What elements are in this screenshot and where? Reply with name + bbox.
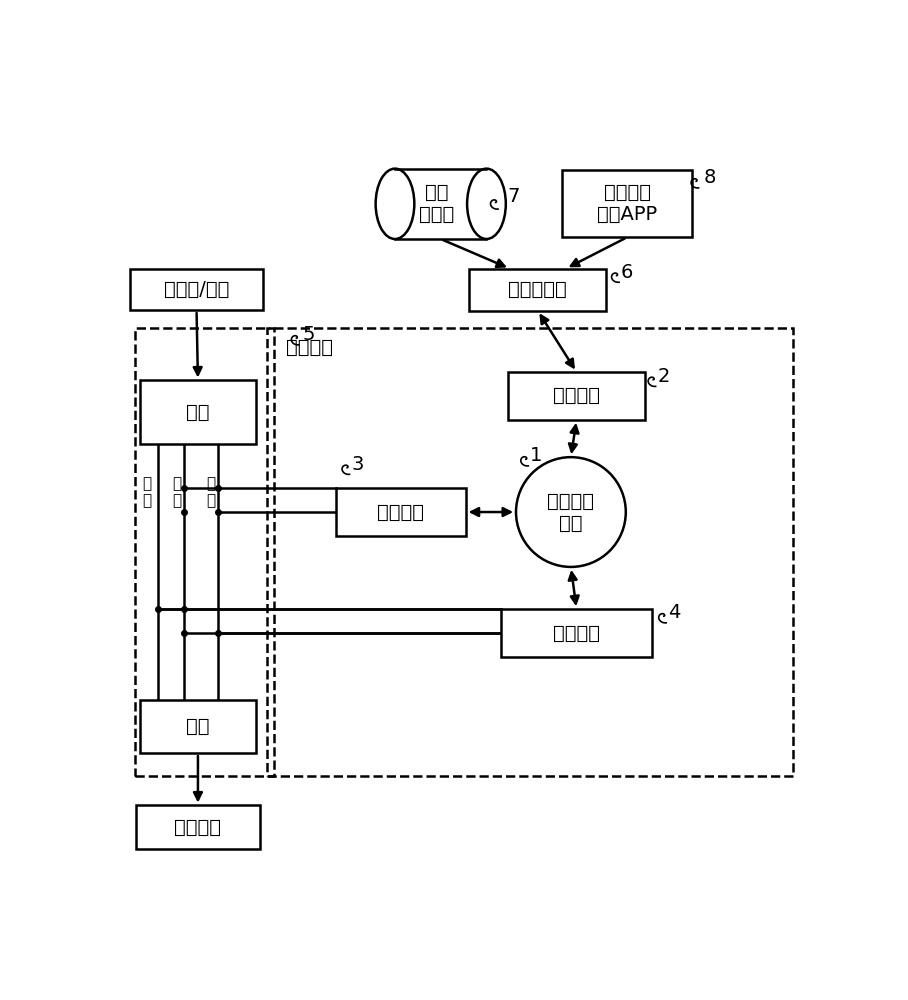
Text: 3: 3 bbox=[351, 455, 364, 474]
Text: 零
线: 零 线 bbox=[206, 476, 215, 509]
Text: 7: 7 bbox=[507, 187, 519, 206]
Text: 中央处理
单元: 中央处理 单元 bbox=[548, 492, 595, 533]
Text: 6: 6 bbox=[621, 263, 634, 282]
FancyBboxPatch shape bbox=[130, 269, 263, 310]
Text: 插座: 插座 bbox=[186, 717, 210, 736]
FancyBboxPatch shape bbox=[469, 269, 607, 311]
Ellipse shape bbox=[376, 169, 414, 239]
Text: 5: 5 bbox=[303, 325, 315, 344]
Text: 2: 2 bbox=[657, 367, 670, 386]
FancyBboxPatch shape bbox=[508, 372, 646, 420]
FancyBboxPatch shape bbox=[562, 170, 692, 237]
Text: 接线板/插座: 接线板/插座 bbox=[163, 280, 229, 299]
FancyBboxPatch shape bbox=[140, 380, 256, 444]
Text: 家电设备: 家电设备 bbox=[174, 818, 222, 837]
Text: 云端
服务器: 云端 服务器 bbox=[419, 183, 455, 224]
Text: 测量单元: 测量单元 bbox=[553, 624, 600, 643]
Bar bbox=[395, 169, 487, 239]
FancyBboxPatch shape bbox=[501, 609, 652, 657]
Ellipse shape bbox=[467, 169, 506, 239]
Text: 地
线: 地 线 bbox=[173, 476, 182, 509]
FancyBboxPatch shape bbox=[136, 805, 260, 849]
Text: 4: 4 bbox=[668, 603, 680, 622]
Circle shape bbox=[516, 457, 626, 567]
FancyBboxPatch shape bbox=[140, 700, 256, 753]
Text: 能量单元: 能量单元 bbox=[377, 503, 424, 522]
Text: 插头: 插头 bbox=[186, 403, 210, 422]
Text: 信息单元: 信息单元 bbox=[553, 386, 600, 405]
Text: 用户移动
终端APP: 用户移动 终端APP bbox=[597, 183, 657, 224]
Text: 火
线: 火 线 bbox=[143, 476, 152, 509]
Text: 8: 8 bbox=[704, 168, 716, 187]
Text: 1: 1 bbox=[530, 446, 543, 465]
Text: 家庭路由器: 家庭路由器 bbox=[508, 280, 568, 299]
FancyBboxPatch shape bbox=[336, 488, 466, 536]
Text: 接口单元: 接口单元 bbox=[286, 338, 332, 357]
